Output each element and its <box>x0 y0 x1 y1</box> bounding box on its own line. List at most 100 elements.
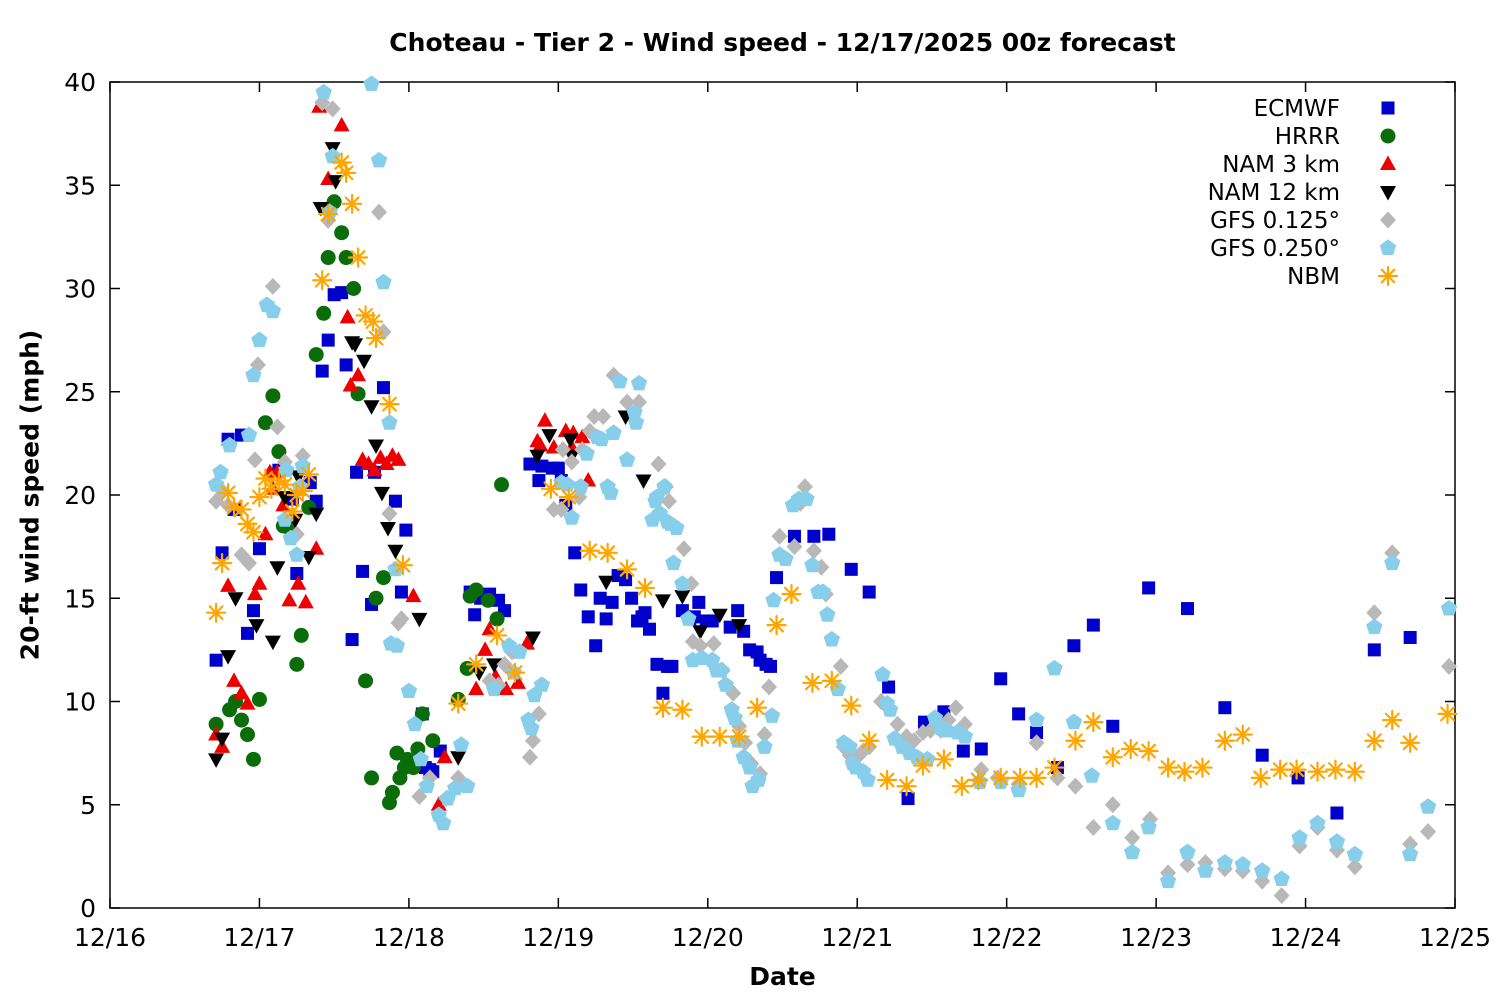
data-point <box>691 726 712 747</box>
data-point <box>468 680 485 696</box>
asterisk-ray <box>344 196 360 212</box>
asterisk-ray <box>731 729 747 745</box>
data-point <box>379 394 400 415</box>
data-point <box>1142 581 1156 595</box>
data-point <box>1067 777 1084 795</box>
data-point <box>723 620 737 634</box>
asterisk-ray <box>271 473 287 489</box>
asterisk-ray <box>1012 770 1028 786</box>
data-point <box>297 593 314 609</box>
data-point <box>257 415 273 431</box>
data-point <box>368 439 385 454</box>
data-point <box>399 523 413 537</box>
data-point <box>406 715 423 732</box>
asterisk-ray <box>1067 733 1083 749</box>
asterisk-ray <box>582 543 598 559</box>
data-point <box>568 546 582 560</box>
data-point <box>217 482 239 504</box>
data-point <box>1138 740 1159 762</box>
data-point <box>1382 709 1403 731</box>
data-point <box>269 418 286 436</box>
data-point <box>625 591 639 605</box>
data-point <box>1086 618 1100 632</box>
y-tick-label: 10 <box>64 688 96 717</box>
asterisk-ray <box>295 483 311 499</box>
data-point <box>674 590 691 605</box>
data-point <box>572 478 589 494</box>
asterisk-ray <box>350 250 366 265</box>
data-point <box>947 699 964 717</box>
data-point <box>796 478 813 496</box>
data-point <box>345 633 359 647</box>
data-point <box>735 748 752 765</box>
data-point <box>286 484 307 506</box>
asterisk-ray <box>674 702 690 718</box>
data-point <box>665 659 679 673</box>
data-point <box>862 585 876 599</box>
data-point <box>901 792 915 806</box>
asterisk-ray <box>543 481 559 497</box>
y-tick-label: 20 <box>64 481 96 510</box>
data-point <box>859 730 880 751</box>
data-point <box>1067 639 1081 653</box>
data-point <box>1124 843 1141 860</box>
data-point <box>593 430 610 447</box>
data-point <box>675 540 692 558</box>
data-point <box>771 527 788 545</box>
data-point <box>211 553 233 574</box>
data-point <box>1083 712 1104 733</box>
asterisk-ray <box>1085 714 1101 730</box>
data-point <box>249 356 266 374</box>
asterisk-ray <box>970 772 986 788</box>
data-point <box>912 755 934 776</box>
data-point <box>208 716 224 732</box>
data-point <box>672 699 693 720</box>
data-point <box>611 372 628 389</box>
data-point <box>400 682 418 699</box>
data-point <box>334 225 350 241</box>
data-point <box>240 426 258 443</box>
data-point <box>436 748 453 764</box>
data-point <box>414 706 430 722</box>
legend-marker <box>1380 128 1396 144</box>
data-point <box>805 542 822 560</box>
data-point <box>956 728 973 744</box>
data-point <box>209 653 223 667</box>
asterisk-ray <box>993 770 1009 786</box>
data-point <box>240 626 254 640</box>
data-point <box>315 364 329 378</box>
data-point <box>665 554 682 571</box>
data-point <box>206 602 227 623</box>
data-point <box>511 643 528 659</box>
data-point <box>466 654 487 675</box>
data-point <box>881 701 899 717</box>
y-tick-label: 5 <box>80 791 96 820</box>
data-point <box>599 612 613 626</box>
data-point <box>882 680 896 694</box>
data-point <box>798 490 815 507</box>
asterisk-ray <box>234 501 249 517</box>
data-point <box>257 525 274 541</box>
data-point <box>249 486 270 508</box>
data-point <box>430 796 447 811</box>
asterisk-ray <box>220 485 236 501</box>
data-point <box>581 610 595 624</box>
asterisk-ray <box>1047 760 1062 776</box>
data-point <box>274 474 295 495</box>
data-point <box>598 575 615 591</box>
data-point <box>802 672 823 694</box>
data-point <box>1192 757 1213 778</box>
data-point <box>338 250 354 266</box>
data-point <box>605 424 622 440</box>
data-point <box>1124 829 1141 847</box>
asterisk-ray <box>251 489 267 505</box>
data-point <box>521 748 538 766</box>
data-point <box>597 542 618 563</box>
data-point <box>300 550 317 566</box>
data-point <box>822 527 836 541</box>
data-point <box>278 461 295 478</box>
data-point <box>1180 602 1194 616</box>
data-point <box>642 622 656 636</box>
data-point <box>240 554 257 572</box>
